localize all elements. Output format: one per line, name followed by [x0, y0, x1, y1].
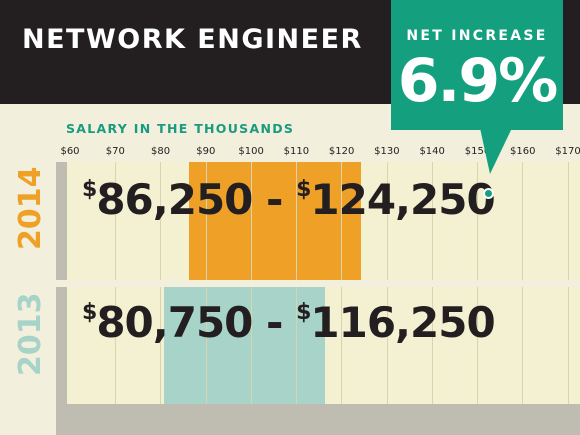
range-max-2014: 124,250 [310, 175, 495, 224]
gridline [250, 287, 252, 404]
year-label-2014: 2014 [13, 166, 48, 251]
gridline [477, 162, 479, 280]
gridline [386, 287, 388, 404]
gridline [205, 162, 207, 280]
gridline [250, 162, 252, 280]
x-tick-label: $70 [105, 146, 125, 157]
gridline [341, 287, 343, 404]
gridline [115, 162, 116, 280]
salary-range-bar-2013 [163, 287, 325, 404]
row-edge-2013 [56, 287, 67, 435]
gridline [205, 287, 207, 404]
gridline [296, 287, 298, 404]
gridline [431, 162, 433, 280]
x-tick-label: $90 [196, 146, 216, 157]
x-tick-label: $100 [238, 146, 264, 157]
salary-range-bar-2014 [188, 162, 361, 280]
bottom-strip [67, 404, 580, 435]
callout-label: NET INCREASE [406, 28, 548, 44]
row-edge-2014 [56, 162, 67, 280]
chart-subtitle: SALARY IN THE THOUSANDS [66, 121, 295, 136]
dollar-sign: $ [296, 177, 311, 202]
gridline [522, 287, 524, 404]
year-label-2013: 2013 [13, 292, 48, 377]
net-increase-callout: NET INCREASE 6.9% [391, 0, 563, 130]
gridline [160, 162, 162, 280]
gridline [431, 287, 433, 404]
page-title: NETWORK ENGINEER [22, 24, 363, 55]
range-max-2013: 116,250 [310, 298, 495, 347]
x-tick-label: $170 [555, 146, 580, 157]
gridline [567, 162, 569, 280]
dollar-sign: $ [82, 300, 97, 325]
gridline [341, 162, 343, 280]
x-tick-label: $130 [374, 146, 400, 157]
x-tick-label: $150 [464, 146, 491, 157]
x-tick-label: $80 [150, 146, 171, 157]
row-2014 [67, 162, 580, 280]
callout-value: 6.9% [397, 46, 558, 116]
gridline [567, 287, 569, 404]
dollar-sign: $ [82, 177, 97, 202]
callout-pointer [480, 128, 512, 174]
x-tick-label: $60 [60, 146, 80, 157]
callout-dot [483, 188, 494, 199]
x-tick-label: $160 [509, 146, 536, 157]
gridline [522, 162, 524, 280]
gridline [386, 162, 388, 280]
range-min-2014: 86,250 [96, 175, 253, 224]
x-tick-label: $110 [283, 146, 310, 157]
x-axis-ticks: $60 $70 $80 $90 $100 $110 $120 $130 $140 $150 $160… [0, 146, 580, 162]
range-dash: - [266, 298, 283, 347]
row-2013 [67, 287, 580, 404]
range-dash: - [266, 175, 283, 224]
gridline [477, 287, 479, 404]
gridline [160, 287, 162, 404]
gridline [115, 287, 116, 404]
x-tick-label: $120 [328, 146, 355, 157]
gridline [296, 162, 298, 280]
range-min-2013: 80,750 [96, 298, 253, 347]
range-text-2013: $80,750 - $116,250 [82, 298, 496, 347]
x-tick-label: $140 [419, 146, 445, 157]
dollar-sign: $ [296, 300, 311, 325]
range-text-2014: $86,250 - $124,250 [82, 175, 496, 224]
